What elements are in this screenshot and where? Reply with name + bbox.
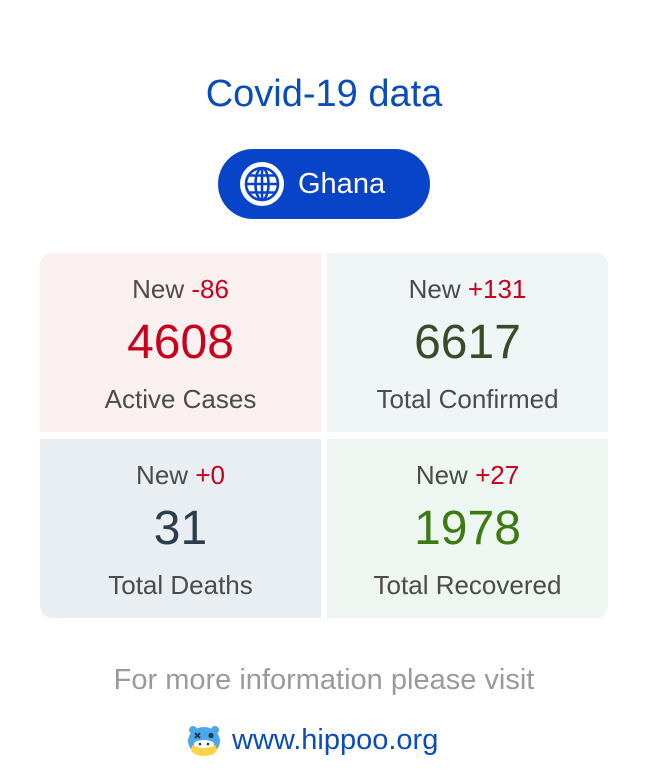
page-title: Covid-19 data: [205, 73, 443, 115]
deaths-new-label: New: [136, 460, 189, 490]
confirmed-new-label: New: [408, 274, 461, 304]
active-cases-card: New -86 4608 Active Cases: [40, 253, 321, 432]
site-url: www.hippoo.org: [232, 724, 439, 756]
hippoo-site-link[interactable]: www.hippoo.org: [185, 718, 438, 762]
confirmed-caption: Total Confirmed: [376, 384, 559, 414]
active-caption: Active Cases: [104, 384, 257, 414]
confirmed-new-line: New +131: [327, 273, 608, 305]
recovered-caption: Total Recovered: [373, 570, 562, 600]
confirmed-delta: +131: [467, 274, 527, 304]
total-deaths-card: New +0 31 Total Deaths: [40, 439, 321, 618]
country-select-button[interactable]: Ghana: [218, 149, 430, 219]
confirmed-value: 6617: [414, 316, 521, 369]
stats-grid: New -86 4608 Active Cases New +131 6617 …: [40, 253, 608, 618]
deaths-new-line: New +0: [40, 459, 321, 491]
country-label: Ghana: [298, 168, 386, 200]
deaths-delta: +0: [195, 460, 225, 490]
recovered-new-line: New +27: [327, 459, 608, 491]
active-value: 4608: [127, 316, 234, 369]
hippo-logo-icon: [188, 726, 220, 756]
total-confirmed-card: New +131 6617 Total Confirmed: [327, 253, 608, 432]
recovered-delta: +27: [475, 460, 520, 490]
recovered-value: 1978: [414, 502, 521, 555]
recovered-new-label: New: [415, 460, 468, 490]
globe-icon: [240, 162, 284, 206]
footer-info-text: For more information please visit: [113, 664, 535, 696]
total-recovered-card: New +27 1978 Total Recovered: [327, 439, 608, 618]
active-new-label: New: [132, 274, 185, 304]
deaths-caption: Total Deaths: [108, 570, 253, 600]
active-new-line: New -86: [40, 273, 321, 305]
deaths-value: 31: [153, 502, 208, 555]
active-delta: -86: [191, 274, 229, 304]
